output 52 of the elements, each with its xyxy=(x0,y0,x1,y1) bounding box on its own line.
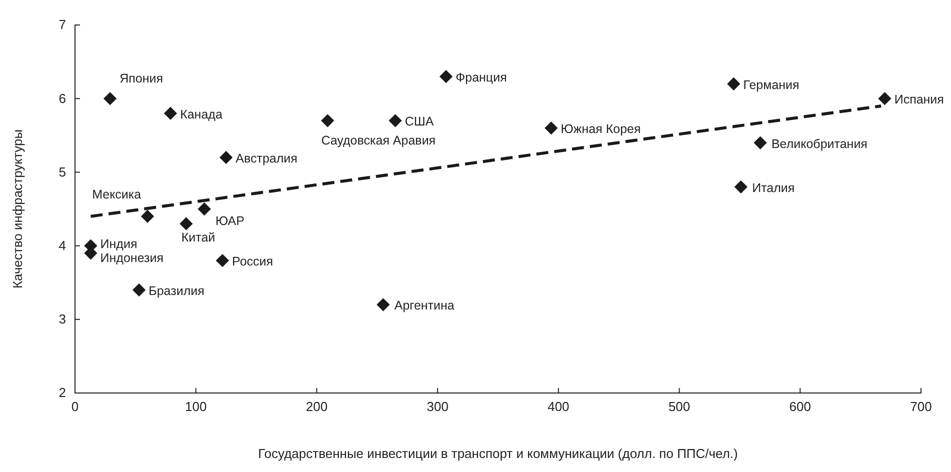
annotation: ЮАР xyxy=(216,214,244,228)
y-tick-label: 4 xyxy=(58,238,66,253)
annotation: Саудовская Аравия xyxy=(321,134,436,148)
y-tick-label: 2 xyxy=(58,385,66,400)
x-tick-label: 700 xyxy=(910,399,932,414)
point xyxy=(220,150,233,164)
annotation: Мексика xyxy=(92,187,142,202)
annotation: Россия xyxy=(232,254,274,269)
x-tick-label: 200 xyxy=(306,399,328,414)
point xyxy=(198,202,211,216)
annotation: Германия xyxy=(743,78,800,92)
point xyxy=(878,92,892,106)
y-tick-label: 3 xyxy=(58,312,66,327)
y-tick-label: 5 xyxy=(58,164,66,180)
x-tick-label: 600 xyxy=(789,399,811,414)
annotation: Индонезия xyxy=(100,251,164,266)
point xyxy=(132,283,146,297)
annotation: Испания xyxy=(894,92,944,107)
point xyxy=(727,77,740,90)
point xyxy=(164,106,178,120)
annotation: Франция xyxy=(456,70,507,85)
y-tick-label: 7 xyxy=(58,17,66,32)
point xyxy=(734,180,748,194)
x-axis-title: Государственные инвестиции в транспорт и коммуникации (долл. по ППС/чел.) xyxy=(258,446,738,461)
x-tick-label: 400 xyxy=(548,399,570,414)
point xyxy=(439,70,453,84)
annotation: Италия xyxy=(752,180,795,195)
annotation: Великобритания xyxy=(771,136,868,151)
annotation: Бразилия xyxy=(148,284,204,298)
annotation: Канада xyxy=(180,107,222,122)
point xyxy=(103,92,117,106)
point xyxy=(321,114,334,128)
point xyxy=(544,121,558,135)
annotation: Япония xyxy=(120,72,164,86)
annotation: Аргентина xyxy=(394,298,454,313)
x-tick-label: 500 xyxy=(668,399,690,414)
x-tick-label: 0 xyxy=(71,399,79,414)
point xyxy=(376,298,390,312)
y-tick-label: 6 xyxy=(58,90,66,106)
y-axis-title: Качество инфраструктуры xyxy=(10,129,25,289)
x-tick-label: 300 xyxy=(426,399,448,414)
point xyxy=(216,254,230,268)
annotation: Южная Корея xyxy=(560,122,641,136)
point xyxy=(388,114,402,128)
x-tick-label: 100 xyxy=(185,399,207,414)
point xyxy=(754,136,767,150)
annotation: Австралия xyxy=(236,151,298,166)
point xyxy=(180,217,193,230)
annotation: Китай xyxy=(181,230,216,245)
annotation: США xyxy=(404,114,434,129)
point xyxy=(140,210,154,223)
annotation: Индия xyxy=(100,236,138,251)
